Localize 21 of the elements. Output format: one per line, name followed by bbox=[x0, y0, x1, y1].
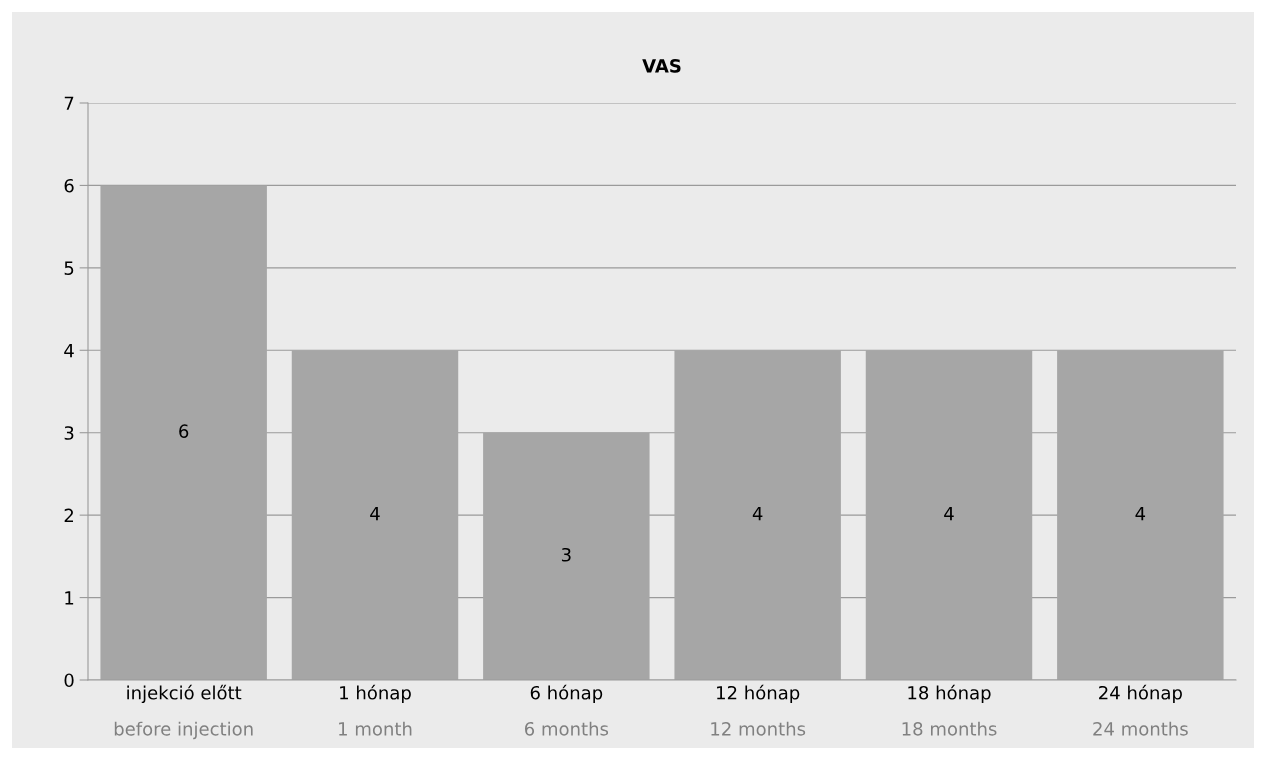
y-tick-label: 3 bbox=[64, 426, 74, 440]
y-tick-label: 4 bbox=[64, 343, 74, 358]
y-tick-label: 6 bbox=[64, 178, 74, 193]
y-tick-label: 2 bbox=[64, 508, 73, 522]
data-label: 3 bbox=[561, 547, 571, 562]
y-tick-label: 5 bbox=[64, 261, 74, 275]
category-label: 1 hónap 1 month bbox=[339, 684, 412, 736]
category-label: injekció előtt before injection bbox=[114, 684, 253, 740]
y-tick-label: 7 bbox=[64, 96, 74, 110]
y-tick-label: 0 bbox=[64, 673, 74, 688]
data-label: 4 bbox=[1135, 506, 1146, 521]
y-tick-label: 1 bbox=[65, 591, 74, 605]
category-label: 24 hónap 24 months bbox=[1093, 684, 1188, 736]
data-label: 6 bbox=[179, 424, 189, 438]
chart-title: VAS bbox=[642, 59, 681, 73]
category-label: 12 hónap 12 months bbox=[711, 684, 806, 736]
category-label: 6 hónap 6 months bbox=[524, 684, 609, 736]
data-label: 4 bbox=[370, 506, 380, 521]
data-label: 4 bbox=[752, 506, 763, 521]
data-label: 4 bbox=[944, 506, 954, 521]
category-label: 18 hónap 18 months bbox=[902, 684, 997, 736]
